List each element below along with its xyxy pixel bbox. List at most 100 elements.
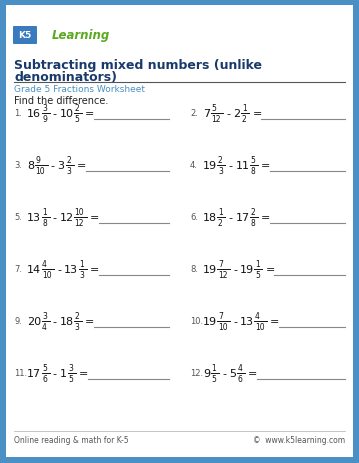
Text: 13: 13 bbox=[64, 264, 78, 275]
Text: -: - bbox=[228, 161, 233, 171]
Text: 7.: 7. bbox=[14, 265, 22, 274]
Text: 11.: 11. bbox=[14, 369, 27, 378]
Text: 8: 8 bbox=[251, 167, 255, 175]
Text: -: - bbox=[52, 316, 56, 326]
Text: Online reading & math for K-5: Online reading & math for K-5 bbox=[14, 435, 129, 444]
Text: 1: 1 bbox=[242, 104, 247, 113]
Text: 3: 3 bbox=[57, 161, 65, 171]
Text: 8.: 8. bbox=[190, 265, 198, 274]
Text: -: - bbox=[52, 109, 56, 119]
Text: 4: 4 bbox=[42, 259, 47, 269]
Text: Grade 5 Fractions Worksheet: Grade 5 Fractions Worksheet bbox=[14, 85, 145, 94]
Text: 17: 17 bbox=[236, 213, 250, 223]
Text: 12: 12 bbox=[211, 115, 221, 124]
Text: 6: 6 bbox=[238, 374, 242, 383]
Text: 3.: 3. bbox=[14, 161, 22, 170]
Text: 2: 2 bbox=[251, 207, 255, 217]
Text: 12: 12 bbox=[60, 213, 74, 223]
Text: 8: 8 bbox=[27, 161, 34, 171]
Text: 10.: 10. bbox=[190, 317, 203, 326]
Text: 3: 3 bbox=[68, 363, 73, 372]
Text: 7: 7 bbox=[203, 109, 210, 119]
Text: 6: 6 bbox=[42, 374, 47, 383]
Text: 5: 5 bbox=[68, 374, 73, 383]
Text: 3: 3 bbox=[66, 167, 71, 175]
Text: =: = bbox=[76, 161, 86, 171]
Text: 10: 10 bbox=[255, 322, 265, 332]
Text: 3: 3 bbox=[79, 270, 84, 279]
Text: 1: 1 bbox=[60, 368, 66, 378]
Text: Subtracting mixed numbers (unlike: Subtracting mixed numbers (unlike bbox=[14, 59, 262, 72]
Text: =: = bbox=[266, 264, 275, 275]
Text: 2: 2 bbox=[242, 115, 247, 124]
Text: =: = bbox=[79, 368, 88, 378]
Text: =: = bbox=[261, 213, 270, 223]
Text: 12.: 12. bbox=[190, 369, 203, 378]
Text: 8: 8 bbox=[42, 219, 47, 227]
Text: 6.: 6. bbox=[190, 213, 198, 222]
Text: 3: 3 bbox=[42, 104, 47, 113]
Text: -: - bbox=[51, 161, 55, 171]
Text: 11: 11 bbox=[236, 161, 250, 171]
Text: 5: 5 bbox=[75, 115, 79, 124]
Text: 19: 19 bbox=[203, 316, 217, 326]
FancyBboxPatch shape bbox=[6, 6, 353, 457]
Text: 1: 1 bbox=[42, 207, 47, 217]
Text: -: - bbox=[52, 368, 56, 378]
Text: 2: 2 bbox=[75, 104, 79, 113]
Text: -: - bbox=[222, 368, 226, 378]
Text: 9.: 9. bbox=[14, 317, 22, 326]
Text: -: - bbox=[52, 213, 56, 223]
Text: 2: 2 bbox=[75, 311, 79, 320]
Text: 14: 14 bbox=[27, 264, 41, 275]
Text: 5.: 5. bbox=[14, 213, 22, 222]
Text: 12: 12 bbox=[75, 219, 84, 227]
Text: 10: 10 bbox=[218, 322, 228, 332]
Text: 12: 12 bbox=[218, 270, 228, 279]
Text: -: - bbox=[57, 264, 61, 275]
Text: -: - bbox=[233, 316, 237, 326]
Text: =: = bbox=[270, 316, 279, 326]
Text: 1: 1 bbox=[79, 259, 84, 269]
Text: 13: 13 bbox=[27, 213, 41, 223]
Text: K5: K5 bbox=[18, 31, 32, 40]
Text: 19: 19 bbox=[203, 161, 217, 171]
Text: 19: 19 bbox=[240, 264, 254, 275]
Text: 17: 17 bbox=[27, 368, 41, 378]
Text: 10: 10 bbox=[42, 270, 52, 279]
Text: 5: 5 bbox=[251, 156, 255, 165]
Text: =: = bbox=[89, 213, 99, 223]
FancyBboxPatch shape bbox=[13, 27, 37, 45]
Text: 10: 10 bbox=[60, 109, 74, 119]
Text: 3: 3 bbox=[218, 167, 223, 175]
Text: 4: 4 bbox=[42, 322, 47, 332]
Text: 5: 5 bbox=[211, 104, 216, 113]
Text: 1: 1 bbox=[255, 259, 260, 269]
Text: 19: 19 bbox=[203, 264, 217, 275]
Text: 1.: 1. bbox=[14, 109, 22, 118]
Text: 2.: 2. bbox=[190, 109, 198, 118]
Text: 2: 2 bbox=[66, 156, 71, 165]
Text: -: - bbox=[228, 213, 233, 223]
Text: 9: 9 bbox=[42, 115, 47, 124]
Text: =: = bbox=[85, 109, 94, 119]
Text: 5: 5 bbox=[229, 368, 236, 378]
Text: 18: 18 bbox=[60, 316, 74, 326]
Text: 2: 2 bbox=[218, 156, 223, 165]
Text: 16: 16 bbox=[27, 109, 41, 119]
Text: 7: 7 bbox=[218, 311, 223, 320]
Text: =: = bbox=[89, 264, 99, 275]
Text: =: = bbox=[252, 109, 262, 119]
Text: -: - bbox=[227, 109, 230, 119]
Text: -: - bbox=[233, 264, 237, 275]
Text: 1: 1 bbox=[218, 207, 223, 217]
Text: 5: 5 bbox=[255, 270, 260, 279]
Text: Learning: Learning bbox=[52, 28, 110, 41]
Text: 2: 2 bbox=[233, 109, 241, 119]
Text: Find the difference.: Find the difference. bbox=[14, 96, 108, 106]
Text: 10: 10 bbox=[75, 207, 84, 217]
Text: 5: 5 bbox=[211, 374, 216, 383]
Text: =: = bbox=[248, 368, 257, 378]
Text: 4: 4 bbox=[238, 363, 242, 372]
Text: ©  www.k5learning.com: © www.k5learning.com bbox=[253, 435, 345, 444]
